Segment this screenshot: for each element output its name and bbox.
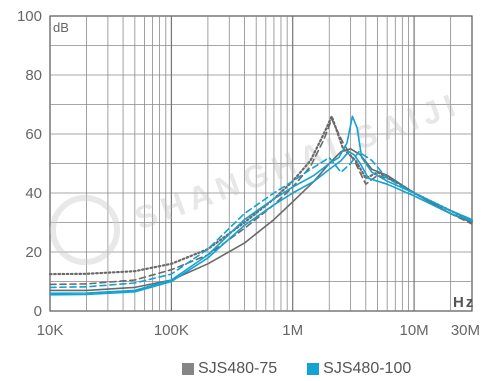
- series-line-sjs480-75-dashed-1: [49, 118, 473, 286]
- watermark: SHANGHAI SAIJI: [50, 85, 465, 265]
- series-group: [48, 115, 474, 296]
- y-tick-label: 100: [17, 8, 42, 25]
- legend-label-sjs480-100: SJS480-100: [323, 360, 412, 377]
- y-tick-labels: 0 20 40 60 80 100: [17, 8, 42, 320]
- series-line-sjs480-100-solid-4: [49, 115, 473, 295]
- y-tick-label: 20: [25, 244, 42, 261]
- y-tick-label: 60: [25, 126, 42, 143]
- x-tick-label: 10K: [37, 322, 64, 339]
- y-unit-label: dB: [53, 20, 69, 35]
- y-tick-label: 0: [34, 303, 42, 320]
- x-tick-labels: 10K 100K 1M 10M 30M: [37, 322, 480, 339]
- x-tick-label: 10M: [400, 322, 429, 339]
- x-tick-label: 30M: [451, 322, 480, 339]
- y-tick-label: 40: [25, 185, 42, 202]
- watermark-text: SHANGHAI SAIJI: [130, 85, 465, 236]
- grid: [49, 15, 473, 312]
- x-tick-label: 1M: [282, 322, 303, 339]
- watermark-logo: [50, 195, 120, 265]
- legend-swatch-sjs480-100: [307, 363, 320, 375]
- series-line-sjs480-100-solid-5: [49, 150, 473, 296]
- legend-swatch-sjs480-75: [182, 363, 194, 375]
- series-line-sjs480-100-dashed-3: [49, 150, 473, 289]
- y-tick-label: 80: [25, 67, 42, 84]
- x-tick-label: 100K: [154, 322, 189, 339]
- legend-label-sjs480-75: SJS480-75: [198, 360, 278, 377]
- x-unit-label: Hz: [453, 294, 475, 311]
- legend: SJS480-75 SJS480-100: [182, 360, 411, 378]
